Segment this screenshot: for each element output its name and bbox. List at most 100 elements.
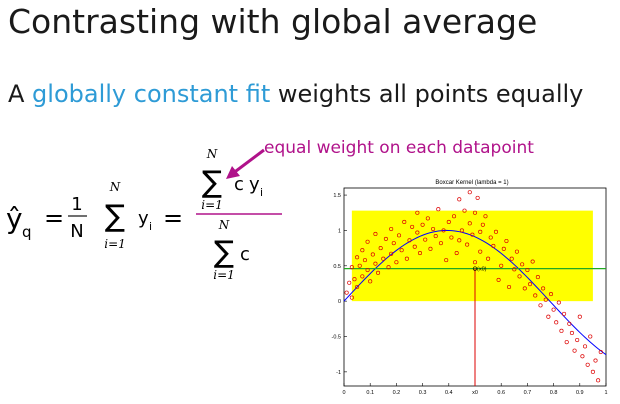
data-point: [344, 290, 349, 295]
data-point: [562, 311, 567, 316]
slide-title: Contrasting with global average: [8, 2, 538, 41]
data-point: [368, 279, 373, 284]
sum-lower-limit: i=1: [104, 237, 126, 251]
y-tick-label: 0: [338, 299, 341, 305]
data-point: [580, 354, 585, 359]
data-point: [383, 236, 388, 241]
data-point: [541, 286, 546, 291]
sum-symbol: ∑: [105, 199, 125, 234]
data-point: [577, 314, 582, 319]
data-point: [507, 284, 512, 290]
data-point: [365, 239, 370, 244]
data-point: [514, 249, 519, 254]
y-tick-label: 0.5: [333, 264, 341, 270]
data-point: [355, 284, 360, 290]
data-point: [352, 277, 357, 282]
x-tick-label: 0: [342, 390, 345, 396]
data-point: [407, 238, 412, 243]
data-point: [446, 219, 451, 224]
data-point: [389, 251, 394, 256]
data-point: [404, 256, 409, 261]
data-point: [520, 262, 525, 267]
data-point: [493, 229, 499, 234]
data-point: [535, 275, 540, 280]
yhat-subscript: q: [22, 223, 32, 241]
data-point: [378, 246, 383, 251]
data-point: [454, 251, 459, 256]
data-point: [431, 226, 436, 232]
data-point: [598, 350, 603, 355]
data-point: [478, 249, 483, 254]
data-point: [499, 263, 504, 268]
data-point: [567, 321, 572, 326]
data-point: [441, 228, 446, 233]
data-point: [391, 241, 396, 246]
data-point: [486, 256, 491, 261]
data-point: [588, 334, 593, 339]
den-sum-symbol: ∑: [214, 235, 234, 270]
smoothing-formula: ŷ q = 1 N N ∑ i=1 y i = N ∑ i=1 c y i N …: [6, 148, 282, 282]
data-point: [365, 267, 370, 273]
data-point: [373, 231, 378, 237]
data-point: [467, 190, 472, 195]
data-point: [475, 195, 480, 200]
data-point: [402, 219, 407, 224]
num-sum-symbol: ∑: [202, 165, 222, 200]
data-point: [349, 265, 354, 270]
sum-upper-limit: N: [109, 180, 121, 194]
num-lower-limit: i=1: [201, 198, 223, 212]
data-point: [436, 207, 441, 212]
x-tick-label: 0.2: [393, 390, 401, 396]
data-point: [459, 228, 464, 233]
data-point: [548, 292, 554, 297]
x0-marker-label: (x0): [477, 267, 487, 273]
data-point: [399, 248, 404, 253]
x-tick-label: 0.3: [419, 390, 427, 396]
den-lower-limit: i=1: [213, 268, 235, 282]
data-point: [428, 246, 433, 251]
data-point: [488, 235, 493, 240]
data-point: [433, 234, 438, 239]
data-point: [596, 378, 601, 383]
den-weight: c: [240, 244, 250, 265]
data-point: [569, 330, 574, 336]
data-point: [501, 246, 506, 251]
data-point: [376, 270, 381, 275]
data-point: [425, 216, 430, 221]
num-y-term: y: [249, 174, 260, 195]
fit-point: [472, 266, 478, 271]
equals-sign-2: =: [163, 204, 183, 232]
data-point: [347, 280, 352, 285]
data-point: [462, 208, 467, 213]
data-point: [381, 256, 386, 261]
data-point: [593, 358, 598, 363]
subtitle-highlight: globally constant fit: [32, 80, 271, 108]
subtitle-suffix: weights all points equally: [270, 80, 584, 108]
data-point: [491, 243, 496, 249]
slide-subtitle: A globally constant fit weights all poin…: [8, 80, 583, 108]
data-point: [533, 293, 538, 298]
data-point: [389, 226, 394, 232]
data-point: [357, 263, 362, 268]
data-point: [360, 248, 365, 253]
data-point: [538, 303, 543, 308]
data-point: [585, 362, 590, 367]
x-tick-label: x0: [472, 390, 478, 396]
x-tick-label: 1: [604, 390, 607, 396]
x-tick-label: 0.8: [550, 390, 558, 396]
x-tick-label: 0.9: [576, 390, 584, 396]
data-point: [423, 237, 428, 242]
boxcar-window-band: [351, 210, 593, 302]
yhat-symbol: ŷ: [6, 202, 23, 235]
data-point: [412, 244, 417, 249]
data-point: [480, 222, 485, 227]
data-point: [449, 235, 454, 240]
data-point: [546, 314, 551, 319]
data-point: [417, 251, 423, 256]
y-term: y: [138, 208, 149, 229]
annotation-label: equal weight on each datapoint: [264, 138, 534, 158]
subtitle-prefix: A: [8, 80, 33, 108]
data-point: [509, 256, 514, 261]
data-point: [370, 252, 375, 257]
fraction-denominator: N: [70, 221, 83, 242]
